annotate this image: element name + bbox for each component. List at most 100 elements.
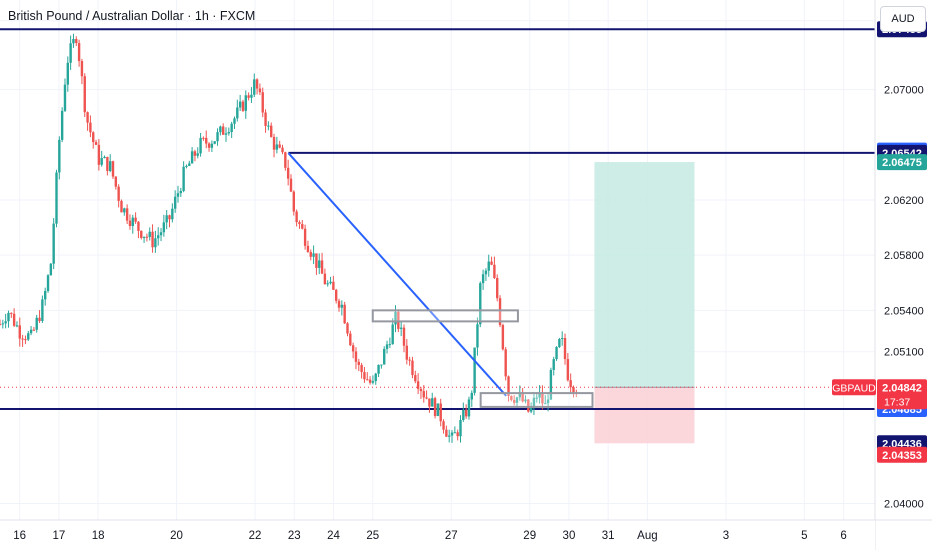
candle-body: [46, 275, 50, 291]
candle-body: [52, 223, 55, 264]
candle-body: [346, 323, 349, 334]
candle-body: [298, 222, 301, 225]
candle-body: [219, 126, 222, 133]
candle-body: [394, 311, 397, 325]
candle-body: [238, 101, 242, 108]
candle-body: [425, 397, 428, 399]
candle-body: [275, 144, 279, 150]
candle-body: [244, 95, 247, 111]
candle-body: [416, 381, 420, 389]
candle-body: [253, 79, 256, 95]
candle-body: [329, 281, 332, 284]
candle-body: [182, 166, 185, 191]
candle-body: [402, 327, 406, 346]
candle-body: [498, 298, 502, 326]
candle-body: [532, 397, 536, 408]
candle-body: [535, 397, 538, 399]
candle-body: [414, 375, 417, 382]
candle-body: [89, 122, 92, 133]
candle-body: [558, 339, 561, 347]
candle-body: [106, 156, 109, 171]
loss-zone[interactable]: [594, 387, 695, 444]
candle-body: [35, 317, 38, 330]
candle-body: [255, 79, 259, 89]
profit-zone[interactable]: [594, 162, 695, 388]
candle-body: [504, 349, 507, 377]
candle-body: [527, 399, 530, 412]
candle-body: [501, 325, 505, 350]
candle-body: [159, 232, 163, 236]
candle-body: [312, 253, 315, 257]
candle-body: [445, 429, 448, 437]
candle-body: [496, 278, 499, 299]
candle-body: [190, 151, 194, 164]
candle-body: [103, 156, 106, 159]
candle-body: [227, 131, 231, 134]
candle-body: [224, 133, 228, 135]
price-label-text: 2.06475: [882, 157, 922, 169]
candle-body: [148, 231, 151, 238]
candle-body: [464, 409, 468, 417]
candle-body: [151, 231, 154, 248]
candle-body: [97, 144, 101, 165]
trend-line[interactable]: [287, 152, 507, 397]
candle-body: [383, 348, 386, 365]
x-tick-label: 25: [366, 530, 379, 542]
candle-body: [270, 125, 273, 137]
candle-body: [134, 217, 137, 222]
price-label-tag: [877, 446, 927, 463]
candle-body: [544, 403, 547, 405]
candle-body: [493, 264, 496, 279]
zone-rectangle[interactable]: [371, 309, 519, 323]
candle-body: [512, 400, 516, 403]
zone-rectangle[interactable]: [479, 392, 594, 408]
candle-body: [422, 391, 425, 398]
x-tick-label: 30: [563, 530, 576, 542]
candle-body: [49, 263, 53, 276]
y-tick-label: 2.04000: [884, 498, 924, 510]
candle-body: [447, 435, 451, 437]
x-tick-label: 18: [92, 530, 105, 542]
candle-body: [303, 228, 307, 246]
candle-body: [284, 152, 287, 168]
candle-body: [411, 360, 414, 376]
x-tick-label: 6: [840, 530, 846, 542]
candle-body: [462, 409, 465, 420]
candle-body: [467, 399, 471, 417]
candle-body: [193, 151, 197, 156]
candle-body: [176, 193, 180, 197]
time-axis[interactable]: [0, 520, 875, 550]
candle-body: [0, 324, 2, 326]
candle-body: [179, 190, 183, 194]
candle-body: [7, 312, 10, 322]
candle-body: [199, 137, 202, 154]
candle-body: [267, 125, 270, 127]
candle-body: [334, 289, 338, 301]
y-tick-label: 2.07000: [884, 85, 924, 97]
candle-body: [459, 419, 462, 437]
candle-body: [320, 260, 324, 274]
candle-body: [69, 43, 72, 63]
candle-body: [473, 347, 476, 393]
price-axis[interactable]: [875, 0, 932, 550]
x-tick-label: 20: [170, 530, 183, 542]
candle-body: [137, 221, 140, 231]
candle-body: [343, 304, 346, 324]
x-tick-label: 16: [13, 530, 26, 542]
candle-body: [131, 217, 134, 226]
candle-body: [66, 62, 70, 85]
candle-body: [453, 432, 457, 434]
x-tick-label: 24: [327, 530, 340, 542]
candle-body: [120, 200, 123, 213]
y-tick-label: 2.05800: [884, 250, 924, 262]
candle-body: [125, 208, 129, 221]
candle-body: [374, 373, 377, 382]
currency-button[interactable]: AUD: [880, 6, 926, 32]
candle-body: [292, 191, 296, 212]
candle-body: [27, 333, 30, 340]
candle-body: [363, 372, 366, 380]
countdown-text: 17:37: [884, 396, 910, 408]
y-tick-label: 2.05400: [884, 305, 924, 317]
candle-body: [380, 364, 383, 366]
